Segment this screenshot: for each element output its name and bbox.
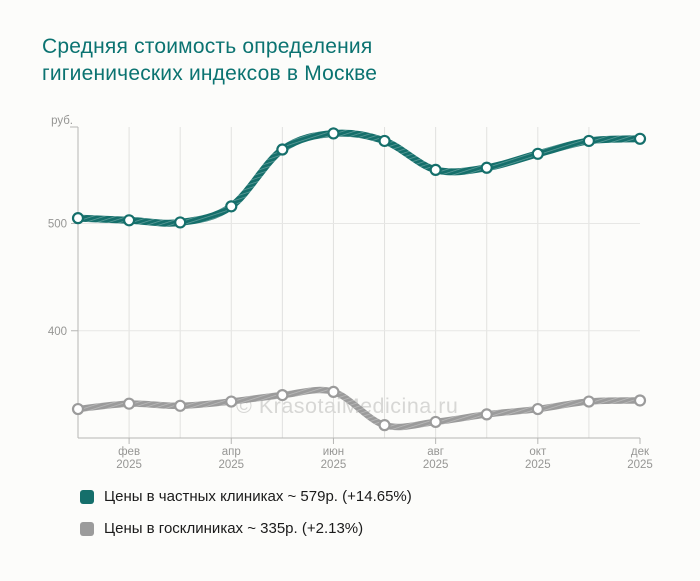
x-tick-year-label: 2025 — [321, 459, 347, 471]
price-line-chart[interactable]: © KrasotaiMedicina.ru руб.500400фев2025а… — [0, 0, 700, 480]
data-point-marker[interactable] — [71, 402, 85, 416]
data-point-marker[interactable] — [480, 408, 493, 421]
axis-labels: руб.500400фев2025апр2025июн2025авг2025ок… — [48, 115, 653, 471]
series-private-clinics[interactable] — [71, 127, 647, 229]
x-tick-month-label: окт — [529, 446, 547, 458]
legend-label-state-clinics: Цены в госклиниках ~ 335р. (+2.13%) — [104, 520, 364, 537]
chart-title-line-1: Средняя стоимость определения — [42, 35, 373, 58]
y-axis-unit-label: руб. — [51, 115, 73, 127]
y-tick-label: 400 — [48, 326, 67, 338]
legend-swatch-private-clinics — [80, 489, 94, 504]
data-point-marker[interactable] — [225, 395, 238, 408]
chart-legend: Цены в частных клиниках ~ 579р. (+14.65%… — [80, 489, 412, 536]
legend-item-state-clinics: Цены в госклиниках ~ 335р. (+2.13%) — [80, 521, 412, 536]
data-point-marker[interactable] — [122, 397, 136, 410]
legend-swatch-state-clinics — [80, 521, 94, 536]
x-tick-month-label: дек — [631, 446, 650, 458]
data-point-marker[interactable] — [327, 127, 340, 140]
data-point-marker[interactable] — [276, 143, 289, 156]
data-point-marker[interactable] — [174, 216, 187, 229]
chart-title: Средняя стоимость определения гигиеничес… — [42, 33, 377, 87]
data-point-marker[interactable] — [71, 212, 85, 225]
data-point-marker[interactable] — [633, 394, 647, 407]
x-tick-month-label: фев — [118, 446, 140, 458]
legend-item-private-clinics: Цены в частных клиниках ~ 579р. (+14.65%… — [80, 489, 412, 504]
data-point-marker[interactable] — [327, 385, 340, 398]
chart-area: © KrasotaiMedicina.ru руб. 500 400 фев 2025 а… — [0, 0, 700, 480]
data-point-marker[interactable] — [531, 402, 544, 416]
data-series[interactable] — [71, 127, 647, 432]
data-point-marker[interactable] — [378, 134, 391, 148]
x-tick-year-label: 2025 — [627, 459, 653, 471]
data-point-marker[interactable] — [378, 419, 391, 432]
x-tick-year-label: 2025 — [525, 459, 551, 471]
data-point-marker[interactable] — [582, 395, 596, 408]
data-point-marker[interactable] — [633, 132, 647, 145]
data-point-marker[interactable] — [174, 399, 187, 412]
chart-title-line-2: гигиенических индексов в Москве — [42, 62, 378, 85]
data-point-marker[interactable] — [582, 134, 596, 148]
y-tick-label: 500 — [48, 219, 67, 231]
data-point-marker[interactable] — [429, 163, 442, 176]
x-tick-year-label: 2025 — [116, 459, 142, 471]
x-tick-year-label: 2025 — [423, 459, 449, 471]
x-tick-month-label: авг — [427, 446, 444, 458]
gridlines — [78, 127, 640, 438]
data-point-marker[interactable] — [276, 389, 289, 402]
data-point-marker[interactable] — [225, 200, 238, 213]
data-point-marker[interactable] — [429, 415, 442, 429]
data-point-marker[interactable] — [480, 161, 493, 174]
x-tick-year-label: 2025 — [218, 459, 244, 471]
legend-label-private-clinics: Цены в частных клиниках ~ 579р. (+14.65%… — [104, 488, 412, 505]
axes — [70, 126, 641, 444]
data-point-marker[interactable] — [122, 214, 136, 227]
x-tick-month-label: июн — [323, 446, 344, 458]
x-tick-month-label: апр — [222, 446, 241, 458]
data-point-marker[interactable] — [531, 147, 544, 160]
series-state-clinics[interactable] — [71, 385, 647, 432]
